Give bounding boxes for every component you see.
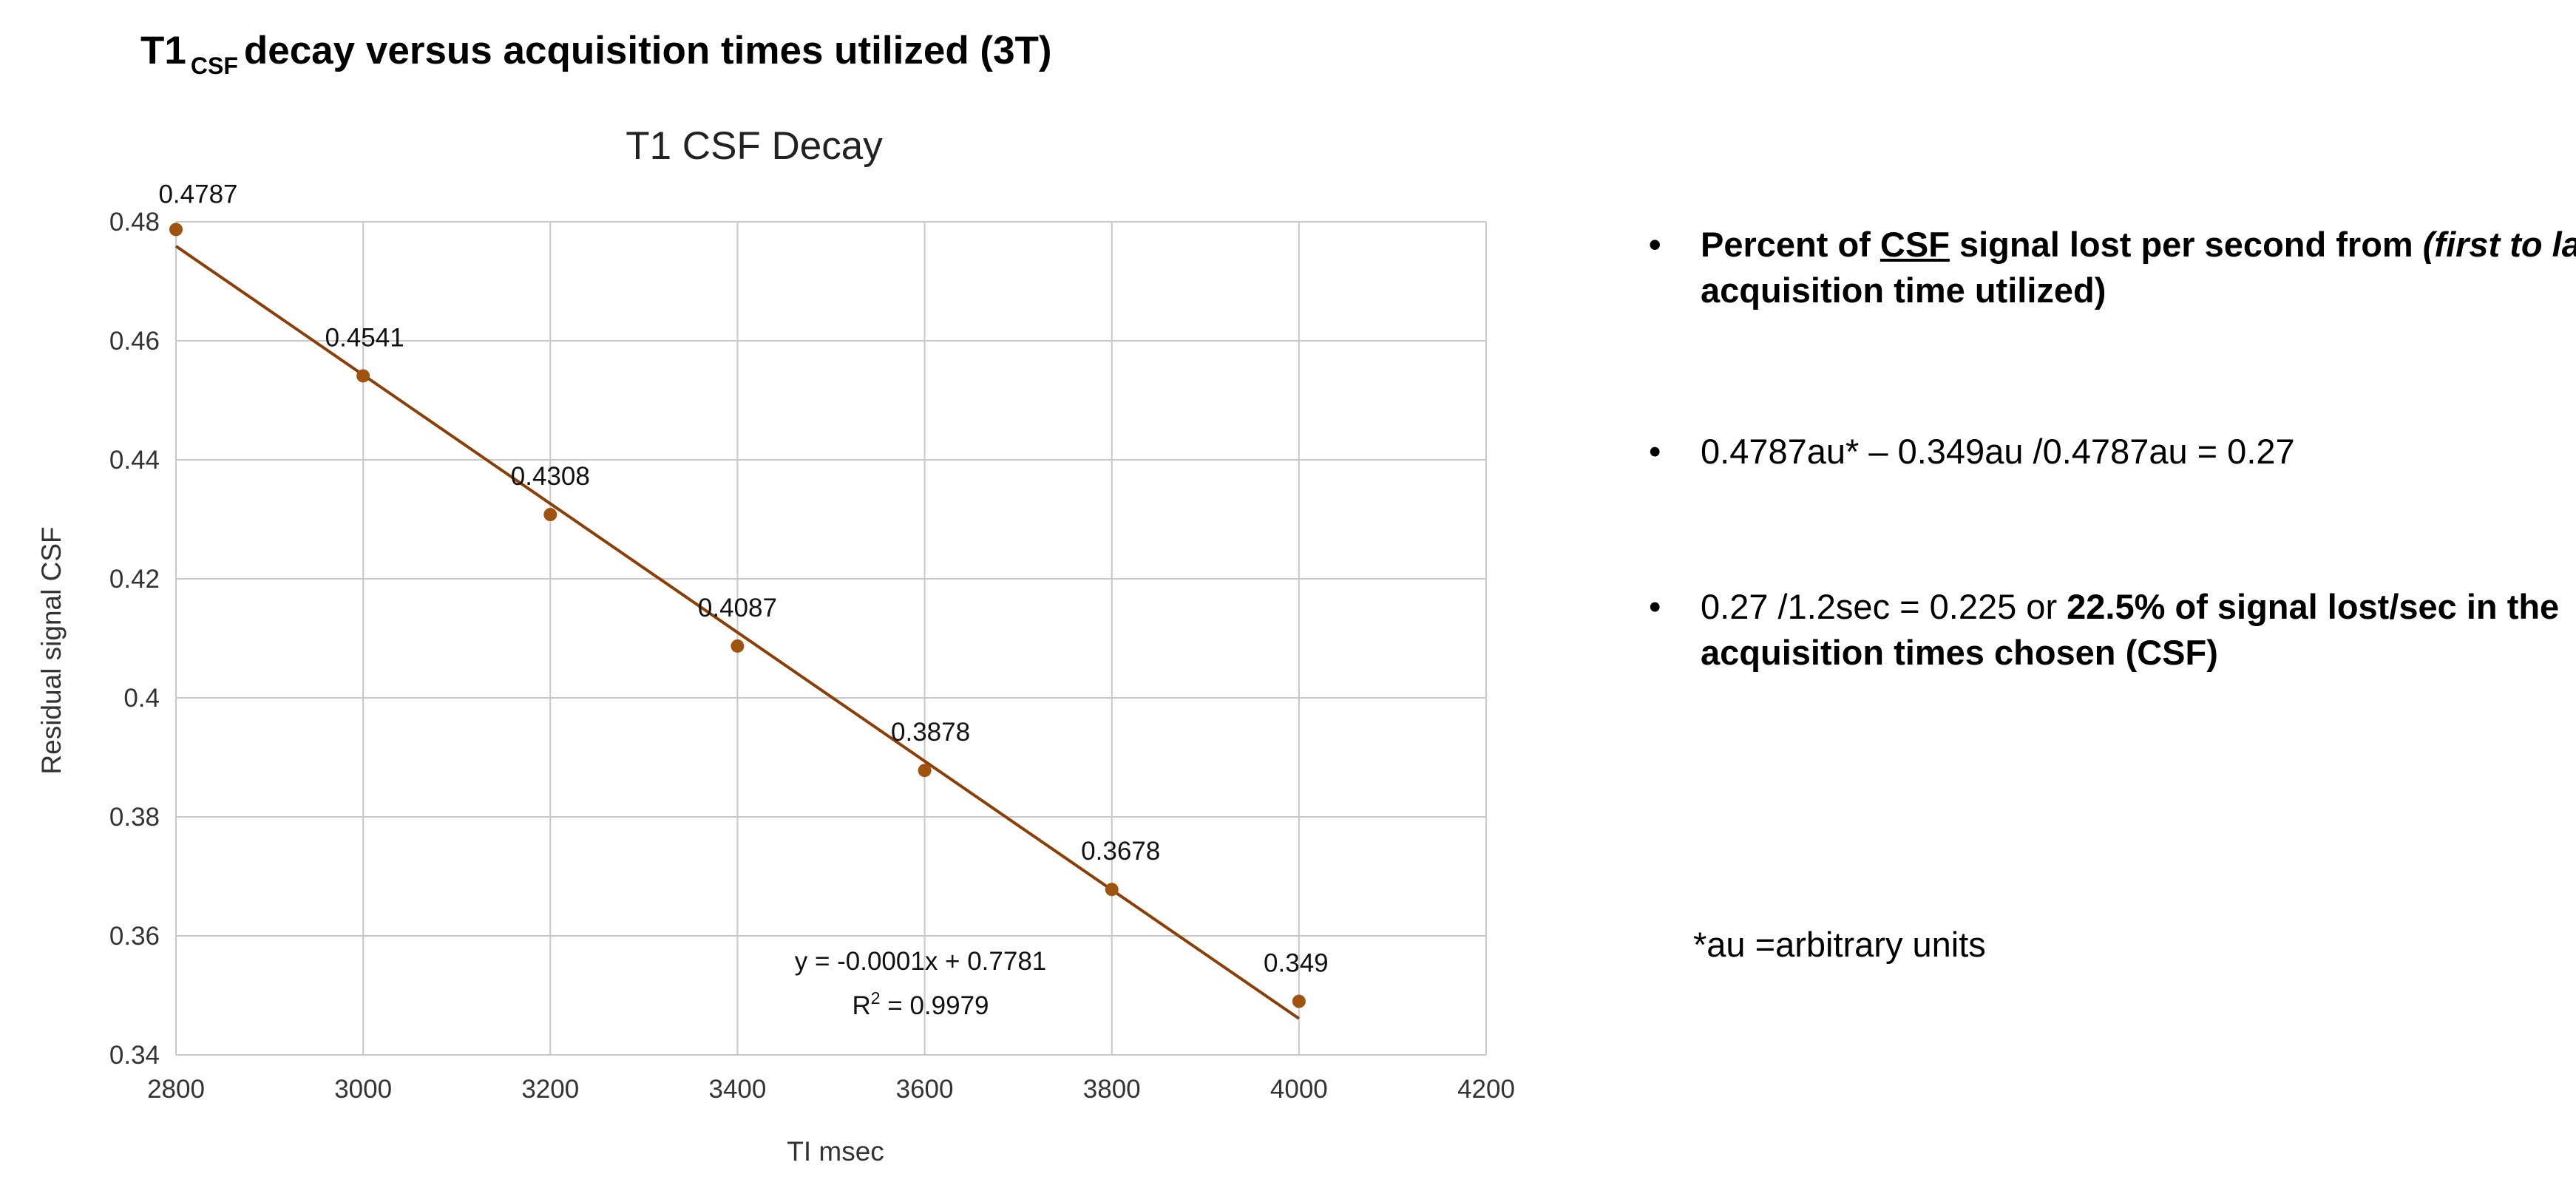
grid-lines [175,221,1487,1056]
x-tick-label: 3200 [521,1075,579,1104]
note-percent-lost: • Percent of CSF signal lost per second f… [1649,222,2576,313]
data-label: 0.4308 [511,462,590,491]
page-title: T1 CSF decay versus acquisition times util… [140,28,1052,79]
trendline-r2: R2 = 0.9979 [852,988,989,1020]
y-tick-label: 0.42 [109,565,160,594]
axes: 2800 3000 3200 3400 3600 3800 4000 4200 0.34 0.36… [109,208,1515,1104]
note-ratio-formula: • 0.4787au* – 0.349au /0.4787au = 0.27 [1649,429,2576,475]
y-tick-label: 0.34 [109,1041,160,1070]
r2-letter: R [852,991,870,1020]
note3-part-a: 0.27 /1.2sec = 0.225 or [1701,587,2067,626]
chart-title: T1 CSF Decay [626,124,883,168]
y-axis-label: Residual signal CSF [36,526,67,774]
bullet-glyph: • [1649,225,1661,264]
r2-superscript: 2 [871,988,881,1008]
title-prefix: T1 [140,29,186,72]
y-tick-label: 0.46 [109,327,160,356]
note1-csf: CSF [1880,225,1950,264]
footnote-au: *au =arbitrary units [1693,925,1986,964]
data-label: 0.3678 [1081,837,1160,866]
data-label: 0.4787 [158,180,237,208]
note1-part-c: acquisition time utilized) [1701,271,2106,310]
x-axis-label: TI msec [787,1136,884,1167]
x-tick-label: 3000 [334,1075,392,1104]
note1-italic: (first to last [2422,225,2576,264]
x-tick-label: 2800 [147,1075,205,1104]
data-label: 0.4541 [325,323,404,352]
x-tick-label: 3400 [708,1075,766,1104]
r2-value: = 0.9979 [881,991,989,1020]
data-label: 0.3878 [891,718,970,747]
data-point [918,764,932,778]
t1-csf-decay-chart: 2800 3000 3200 3400 3600 3800 4000 4200 0.34 0.36… [36,124,1515,1167]
title-suffix: decay versus acquisition times utilized … [243,29,1052,72]
x-tick-label: 3800 [1083,1075,1141,1104]
x-tick-label: 3600 [896,1075,954,1104]
y-tick-label: 0.48 [109,208,160,237]
x-tick-label: 4200 [1457,1075,1515,1104]
title-subscript: CSF [190,52,238,79]
data-point [1105,883,1119,897]
y-tick-label: 0.44 [109,446,160,475]
bullet-glyph: • [1649,432,1661,471]
y-tick-label: 0.38 [109,803,160,832]
data-points [169,223,1306,1008]
y-tick-label: 0.36 [109,922,160,951]
data-labels: 0.4787 0.4541 0.4308 0.4087 0.3878 0.3678 0.34… [158,180,1328,977]
note3-bold: 22.5% of signal lost/sec in the acquisit… [1701,587,2560,672]
trendline-equation: y = -0.0001x + 0.7781 [795,947,1047,976]
note1-part-b: signal lost per second from [1949,225,2423,264]
x-tick-label: 4000 [1270,1075,1328,1104]
y-tick-label: 0.4 [123,684,160,713]
data-label: 0.4087 [698,594,777,622]
data-point [543,508,557,522]
data-point [1292,994,1306,1008]
data-point [169,223,183,237]
data-point [731,639,745,653]
note-rate-per-second: • 0.27 /1.2sec = 0.225 or 22.5% of signal… [1649,584,2576,676]
data-label: 0.349 [1264,949,1329,978]
note2-text: 0.4787au* – 0.349au /0.4787au = 0.27 [1701,432,2295,471]
bullet-glyph: • [1649,587,1661,626]
note1-part-a: Percent of [1701,225,1880,264]
data-point [356,369,370,383]
